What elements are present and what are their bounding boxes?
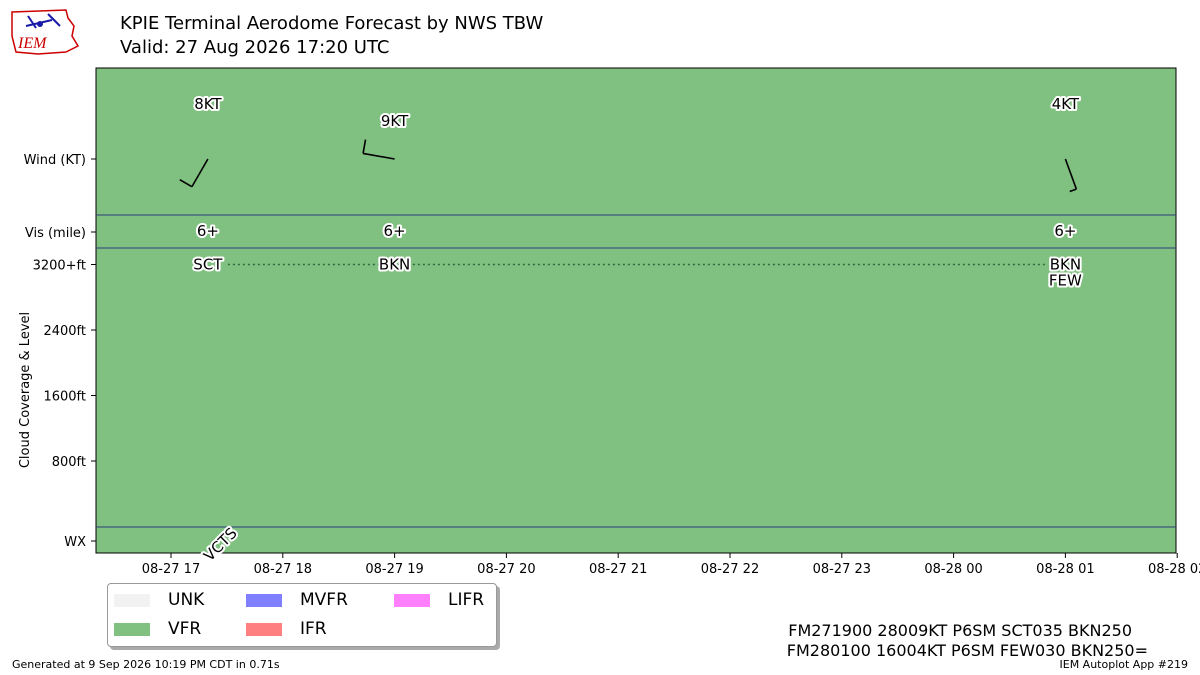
legend-label-mvfr: MVFR (300, 590, 348, 610)
wind-barb-staff (362, 152, 395, 160)
visibility-label: 6+ (384, 222, 406, 240)
app-footer: IEM Autoplot App #219 (1059, 658, 1189, 671)
wind-barb-flag (179, 179, 193, 188)
raw-taf-line-1: FM271900 28009KT P6SM SCT035 BKN250 (788, 621, 1132, 640)
legend-swatch-unk (114, 593, 150, 607)
legend-item-unk: UNK (114, 590, 204, 610)
raw-taf-line-2: FM280100 16004KT P6SM FEW030 BKN250= (786, 641, 1148, 660)
wind-barb-staff (1064, 158, 1078, 190)
wind-row-label: Wind (KT) (24, 153, 86, 168)
cloud-label: BKN (379, 256, 410, 274)
taf-chart: Wind (KT) Vis (mile) WX Cloud Coverage & Le… (18, 67, 1200, 577)
legend-swatch-mvfr (246, 593, 282, 607)
wind-barb-staff (191, 158, 209, 188)
x-tick-label: 08-27 21 (589, 562, 647, 577)
legend-label-unk: UNK (168, 590, 205, 610)
legend-item-lifr: LIFR (394, 590, 484, 610)
legend-swatch-vfr (114, 622, 150, 636)
wind-speed-label: 4KT (1052, 95, 1080, 113)
generated-footer: Generated at 9 Sep 2026 10:19 PM CDT in … (12, 658, 280, 671)
legend-label-lifr: LIFR (448, 590, 485, 610)
chart-subtitle: Valid: 27 Aug 2026 17:20 UTC (120, 37, 390, 58)
cloud-tick-label: 800ft (52, 455, 86, 470)
wx-row-label: WX (64, 535, 86, 550)
plot-area (95, 67, 1177, 554)
cloud-label: BKN (1050, 256, 1081, 274)
legend-item-vfr: VFR (114, 619, 201, 639)
cloud-label: SCT (193, 256, 223, 274)
wind-barb-flag (1069, 188, 1077, 193)
cloud-tick-label: 3200+ft (33, 259, 86, 274)
chart-title: KPIE Terminal Aerodome Forecast by NWS T… (120, 13, 544, 34)
vis-row-label: Vis (mile) (25, 226, 86, 241)
legend-item-mvfr: MVFR (246, 590, 348, 610)
x-tick-label: 08-27 23 (813, 562, 871, 577)
cloud-tick-label: 1600ft (43, 390, 86, 405)
legend-label-ifr: IFR (300, 619, 327, 639)
x-tick-label: 08-27 20 (477, 562, 535, 577)
cloud-label: FEW (1049, 272, 1082, 290)
x-tick-label: 08-28 00 (924, 562, 982, 577)
iem-logo: IEM (11, 9, 80, 55)
x-tick-label: 08-27 19 (365, 562, 423, 577)
legend-label-vfr: VFR (168, 619, 202, 639)
wind-speed-label: 8KT (194, 95, 222, 113)
wind-barb-flag (362, 139, 367, 154)
svg-text:IEM: IEM (17, 35, 48, 52)
x-tick-label: 08-27 18 (254, 562, 312, 577)
legend-swatch-lifr (394, 593, 430, 607)
cloud-axis-label: Cloud Coverage & Level (18, 312, 33, 468)
flight-category-legend: UNK VFR MVFR IFR LIFR (107, 583, 497, 647)
visibility-label: 6+ (197, 222, 219, 240)
x-tick-label: 08-27 17 (142, 562, 200, 577)
x-tick-label: 08-28 02 (1148, 562, 1200, 577)
x-tick-label: 08-27 22 (701, 562, 759, 577)
legend-item-ifr: IFR (246, 619, 327, 639)
legend-swatch-ifr (246, 622, 282, 636)
x-tick-label: 08-28 01 (1036, 562, 1094, 577)
visibility-label: 6+ (1054, 222, 1076, 240)
wind-speed-label: 9KT (381, 112, 409, 130)
cloud-tick-label: 2400ft (43, 324, 86, 339)
